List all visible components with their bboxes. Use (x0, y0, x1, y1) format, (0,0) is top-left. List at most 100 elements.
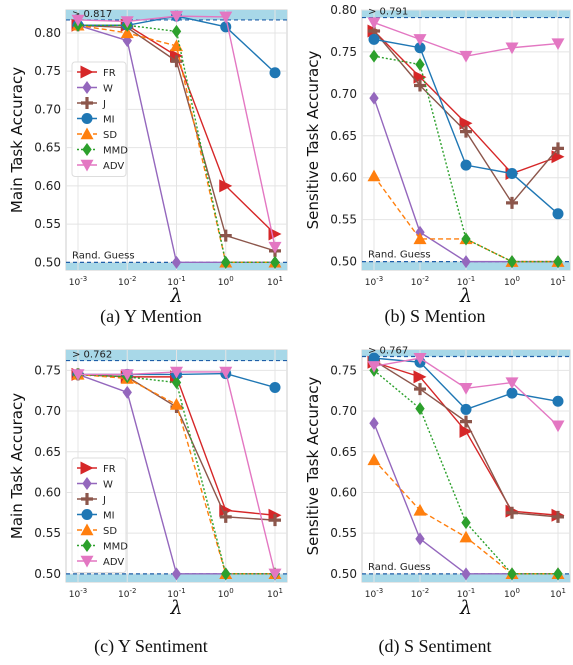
data-point-adv (367, 17, 381, 30)
y-tick-label: 0.65 (330, 445, 357, 459)
data-point-mi (368, 352, 380, 364)
data-point-j (552, 142, 564, 155)
data-point-sd (413, 503, 427, 516)
x-tick-label: 100 (218, 275, 234, 288)
data-point-sd (120, 26, 134, 39)
y-tick-label: 0.50 (34, 255, 61, 269)
legend-label: MI (103, 511, 115, 522)
data-point-sd (459, 530, 473, 543)
y-tick-label: 0.55 (330, 213, 357, 227)
data-point-j (552, 510, 564, 523)
data-point-w (122, 385, 132, 399)
data-point-adv (219, 11, 233, 24)
data-point-mi (552, 208, 564, 220)
legend-marker (80, 461, 94, 475)
y-axis-label: Main Task Accuracy (8, 393, 26, 539)
data-point-mmd (553, 255, 563, 269)
legend-label: MMD (103, 146, 128, 157)
data-point-adv (505, 377, 519, 390)
data-point-mi (460, 403, 472, 415)
data-point-adv (551, 38, 565, 51)
x-tick-label: 101 (267, 275, 283, 288)
data-point-mmd (415, 58, 425, 72)
y-axis-label: Sensitive Task Accuracy (304, 50, 322, 229)
data-point-mmd (507, 255, 517, 269)
x-tick-label: 101 (550, 275, 566, 288)
y-tick-label: 0.75 (34, 64, 61, 78)
legend-label: ADV (103, 161, 124, 172)
data-point-w (171, 567, 182, 581)
legend-marker (80, 127, 94, 140)
data-point-mi (460, 159, 472, 171)
x-tick-label: 100 (504, 275, 520, 288)
legend (71, 61, 127, 177)
data-point-adv (120, 16, 134, 28)
data-point-j (269, 514, 281, 527)
x-tick-label: 10-2 (118, 275, 136, 288)
panel-caption: (a) Y Mention (100, 306, 202, 327)
y-tick-label: 0.60 (34, 179, 61, 193)
data-point-j (460, 125, 472, 138)
data-point-fr (413, 70, 427, 84)
data-point-adv (551, 420, 565, 433)
data-point-fr (459, 116, 473, 130)
data-point-adv (505, 42, 519, 55)
x-tick-label: 10-2 (411, 587, 429, 600)
legend-label: MMD (103, 542, 128, 553)
y-tick-label: 0.50 (330, 255, 357, 269)
panel-caption: (b) S Mention (385, 306, 486, 327)
y-tick-label: 0.75 (34, 363, 61, 377)
data-point-mmd (507, 567, 517, 581)
legend-label: SD (103, 130, 117, 141)
data-point-mmd (171, 376, 182, 390)
upper-reference-label: > 0.767 (368, 346, 408, 357)
data-point-mi (552, 395, 564, 407)
data-point-fr (551, 150, 565, 164)
y-tick-label: 0.80 (34, 26, 61, 40)
legend-marker (82, 143, 92, 156)
data-point-adv (170, 10, 183, 23)
data-point-adv (367, 361, 381, 373)
series-line-mmd (77, 373, 275, 575)
legend-label: J (102, 99, 106, 110)
data-point-fr (219, 179, 233, 193)
legend-marker (80, 523, 94, 536)
legend-marker (80, 555, 94, 568)
legend-label: FR (103, 464, 116, 475)
data-point-mi (368, 33, 380, 45)
data-point-j (506, 506, 518, 519)
data-point-mi (269, 381, 281, 393)
data-point-fr (459, 424, 473, 438)
data-point-adv (459, 383, 473, 395)
random-guess-label: Rand. Guess (368, 250, 431, 261)
y-tick-label: 0.75 (330, 363, 357, 377)
x-tick-label: 10-3 (69, 275, 87, 288)
data-point-mi (506, 387, 518, 399)
data-point-mi (269, 67, 281, 79)
data-point-adv (268, 568, 282, 581)
upper-reference-label: > 0.817 (72, 9, 112, 20)
data-point-adv (268, 241, 282, 254)
legend-marker (82, 81, 92, 94)
x-tick-label: 101 (267, 587, 283, 600)
data-point-j (414, 383, 426, 396)
data-point-sd (413, 232, 427, 245)
y-tick-label: 0.65 (330, 129, 357, 143)
data-point-adv (71, 369, 85, 381)
data-point-adv (170, 366, 183, 379)
x-tick-label: 100 (504, 587, 520, 600)
data-point-adv (459, 50, 473, 63)
x-axis-label: λ (169, 285, 182, 307)
y-axis-label: Main Task Accuracy (8, 67, 26, 213)
panel-caption: (c) Y Sentiment (94, 636, 208, 657)
panel-caption: (d) S Sentiment (379, 636, 492, 657)
y-tick-label: 0.50 (34, 567, 61, 581)
legend-label: FR (103, 68, 116, 79)
data-point-mmd (221, 567, 231, 581)
legend-marker (82, 477, 92, 490)
y-axis-label: Sensitive Task Accuracy (304, 376, 322, 555)
y-tick-label: 0.60 (330, 485, 357, 499)
legend-label: ADV (103, 557, 124, 568)
y-tick-label: 0.70 (330, 87, 357, 101)
